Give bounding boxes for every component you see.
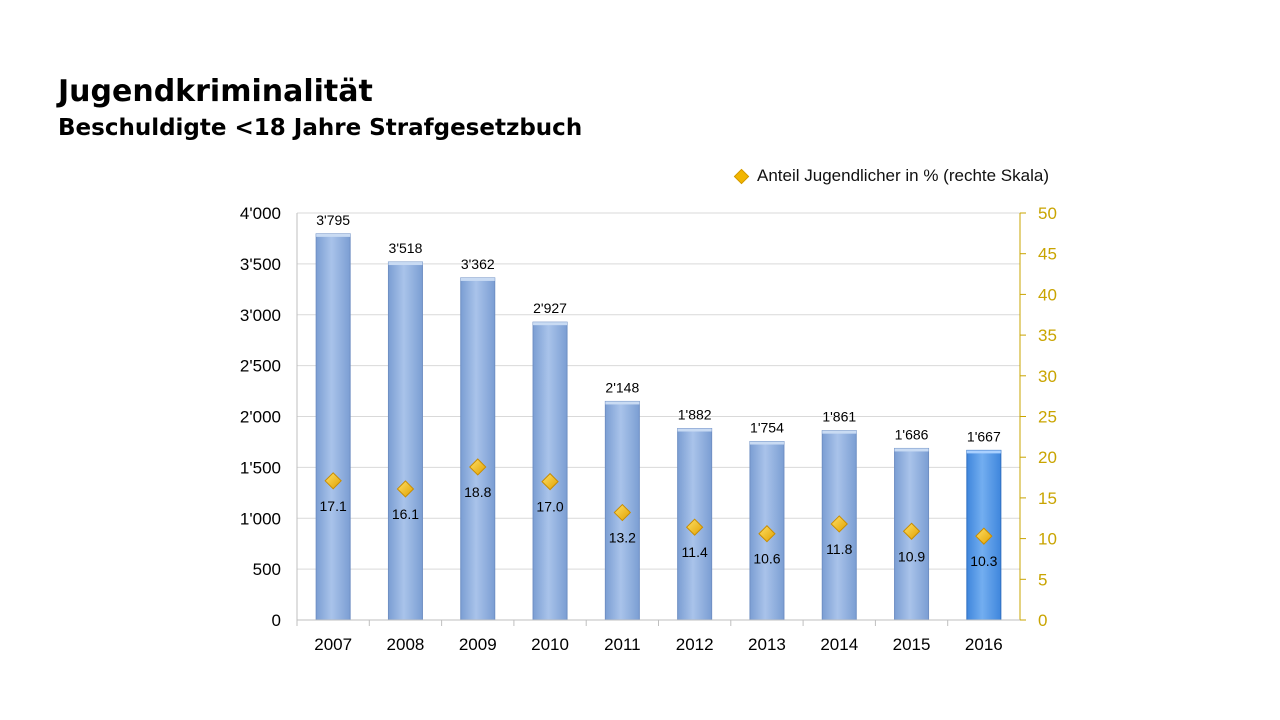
x-axis-tick-label: 2016 [965,635,1003,654]
chart-legend: Anteil Jugendlicher in % (rechte Skala) [733,166,1049,186]
left-axis-tick-label: 3'500 [240,255,281,274]
bars [315,233,1002,621]
right-axis-tick-label: 35 [1038,326,1057,345]
bar-top-highlight [388,262,423,266]
bar [532,321,568,621]
percent-marker [830,515,848,533]
bar-top-highlight [966,450,1001,454]
percent-marker [469,458,487,476]
labels: 0 500 1'000 1'500 2'000 2'500 3'000 3'500 4'000 0… [240,204,1057,654]
right-axis-tick-label: 40 [1038,285,1057,304]
percent-marker [541,472,559,491]
x-axis-tick-label: 2014 [820,635,858,654]
left-axis-tick-label: 1'000 [240,509,281,528]
percent-marker [324,472,342,490]
x-axis-tick-label: 2013 [748,635,786,654]
right-axis-tick-label: 45 [1038,245,1057,264]
bar-top-highlight [822,430,857,434]
bar-value-label: 3'362 [461,256,495,272]
right-axis-tick-label: 30 [1038,367,1057,386]
percent-value-label: 16.1 [392,506,419,522]
percent-value-label: 10.6 [753,551,780,567]
bar-value-label: 3'795 [316,212,350,228]
x-axis-tick-label: 2009 [459,635,497,654]
bar-value-label: 1'686 [895,426,929,442]
bar-value-label: 1'861 [822,409,856,425]
left-axis-tick-label: 0 [272,611,281,630]
right-axis-tick-label: 50 [1038,204,1057,223]
percent-marker [685,518,704,536]
right-axis-tick-label: 5 [1038,570,1047,589]
legend-label: Anteil Jugendlicher in % (rechte Skala) [757,166,1049,185]
bar-top-highlight [677,428,712,432]
percent-marker [902,522,921,540]
percent-value-label: 13.2 [609,530,636,546]
bar-top-highlight [460,277,495,281]
bar-value-label: 2'148 [605,379,639,395]
percent-marker [613,503,632,522]
percent-value-label: 18.8 [464,484,491,500]
right-axis-tick-label: 20 [1038,448,1057,467]
bar-top-highlight [533,322,568,326]
x-axis-tick-label: 2007 [314,635,352,654]
x-axis-tick-label: 2011 [604,635,641,654]
bar-value-label: 3'518 [389,240,423,256]
left-axis-tick-label: 2'000 [240,408,281,427]
x-axis-tick-label: 2010 [531,635,569,654]
percent-marker [396,480,415,498]
bar-top-highlight [894,448,929,452]
right-axis-tick-label: 25 [1038,408,1057,427]
bar [315,233,351,621]
bar-value-label: 1'667 [967,428,1001,444]
page-subtitle: Beschuldigte <18 Jahre Strafgesetzbuch [58,115,583,141]
x-axis-tick-label: 2015 [893,635,931,654]
percent-value-label: 17.0 [536,499,563,515]
right-axis-tick-label: 15 [1038,489,1057,508]
percent-value-label: 11.8 [826,541,852,557]
percent-value-label: 10.3 [970,553,997,569]
percent-value-label: 17.1 [320,498,347,514]
percent-marker [758,525,776,543]
percent-value-label: 11.4 [682,544,708,560]
left-axis-tick-label: 500 [253,560,281,579]
bar-top-highlight [316,233,351,237]
bar-top-highlight [605,401,640,405]
bar-top-highlight [749,441,784,445]
bar-value-label: 2'927 [533,300,567,316]
right-axis-tick-label: 10 [1038,530,1057,549]
x-axis-tick-label: 2012 [676,635,714,654]
bar-value-label: 1'882 [678,407,712,423]
left-axis-tick-label: 1'500 [240,458,281,477]
page-title: Jugendkriminalität [58,74,373,109]
x-axis-tick-label: 2008 [387,635,425,654]
bar [460,277,496,621]
left-axis-tick-label: 4'000 [240,204,281,223]
bar-value-label: 1'754 [750,420,784,436]
right-axis-tick-label: 0 [1038,611,1047,630]
percent-value-label: 10.9 [898,548,925,564]
left-axis-tick-label: 2'500 [240,357,281,376]
percent-marker [975,527,993,545]
left-axis-tick-label: 3'000 [240,306,281,325]
bar [387,261,423,621]
axes [296,212,1026,626]
